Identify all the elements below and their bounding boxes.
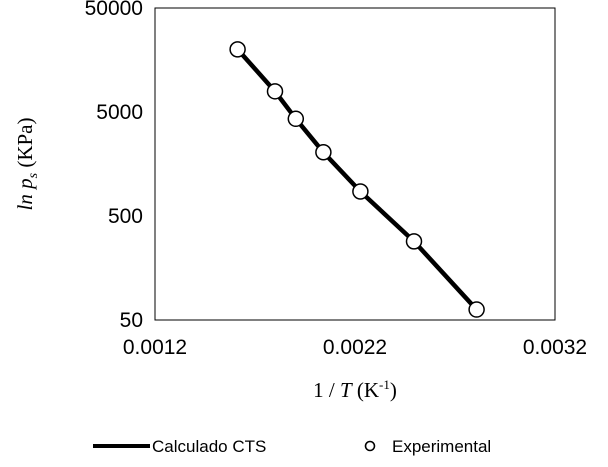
experimental-point <box>352 183 369 200</box>
y-axis-title-sub: s <box>26 172 41 178</box>
x-tick-label: 0.0032 <box>523 336 587 359</box>
y-axis-title-var: p <box>13 178 37 191</box>
y-axis-title-unit: (KPa) <box>13 118 37 173</box>
series-layer <box>229 41 485 318</box>
legend-label-calculado: Calculado CTS <box>152 437 266 456</box>
experimental-point <box>405 233 423 250</box>
x-axis-title: 1 / T (K-1) <box>313 377 397 402</box>
x-tick-label: 0.0012 <box>123 336 187 359</box>
plot-frame <box>154 7 556 321</box>
y-tick-label: 50000 <box>85 0 143 20</box>
x-axis-title-prefix: 1 / <box>313 378 340 402</box>
x-axis-title-unit: (K <box>352 378 379 402</box>
legend-label-experimental: Experimental <box>392 437 491 456</box>
experimental-point <box>315 144 332 161</box>
x-axis-title-var: T <box>340 378 353 402</box>
legend-circle-swatch <box>364 440 376 452</box>
plot-area <box>154 7 556 321</box>
experimental-point <box>287 110 305 128</box>
legend: Calculado CTS Experimental <box>93 437 491 456</box>
experimental-point <box>468 301 485 318</box>
x-axis-title-close: ) <box>390 378 397 402</box>
x-tick-label: 0.0022 <box>323 336 387 359</box>
x-tick-labels: 0.0012 0.0022 0.0032 <box>123 336 587 359</box>
y-tick-label: 50 <box>120 309 143 332</box>
x-axis-title-sup: -1 <box>379 377 390 392</box>
y-axis-title-fn: ln <box>13 189 37 211</box>
y-tick-labels: 50 500 5000 50000 <box>85 0 143 332</box>
y-tick-label: 500 <box>108 205 143 228</box>
y-tick-label: 5000 <box>96 101 143 124</box>
experimental-point <box>266 83 284 100</box>
experimental-point <box>229 41 246 58</box>
y-axis-title: ln ps (KPa) <box>13 118 41 211</box>
